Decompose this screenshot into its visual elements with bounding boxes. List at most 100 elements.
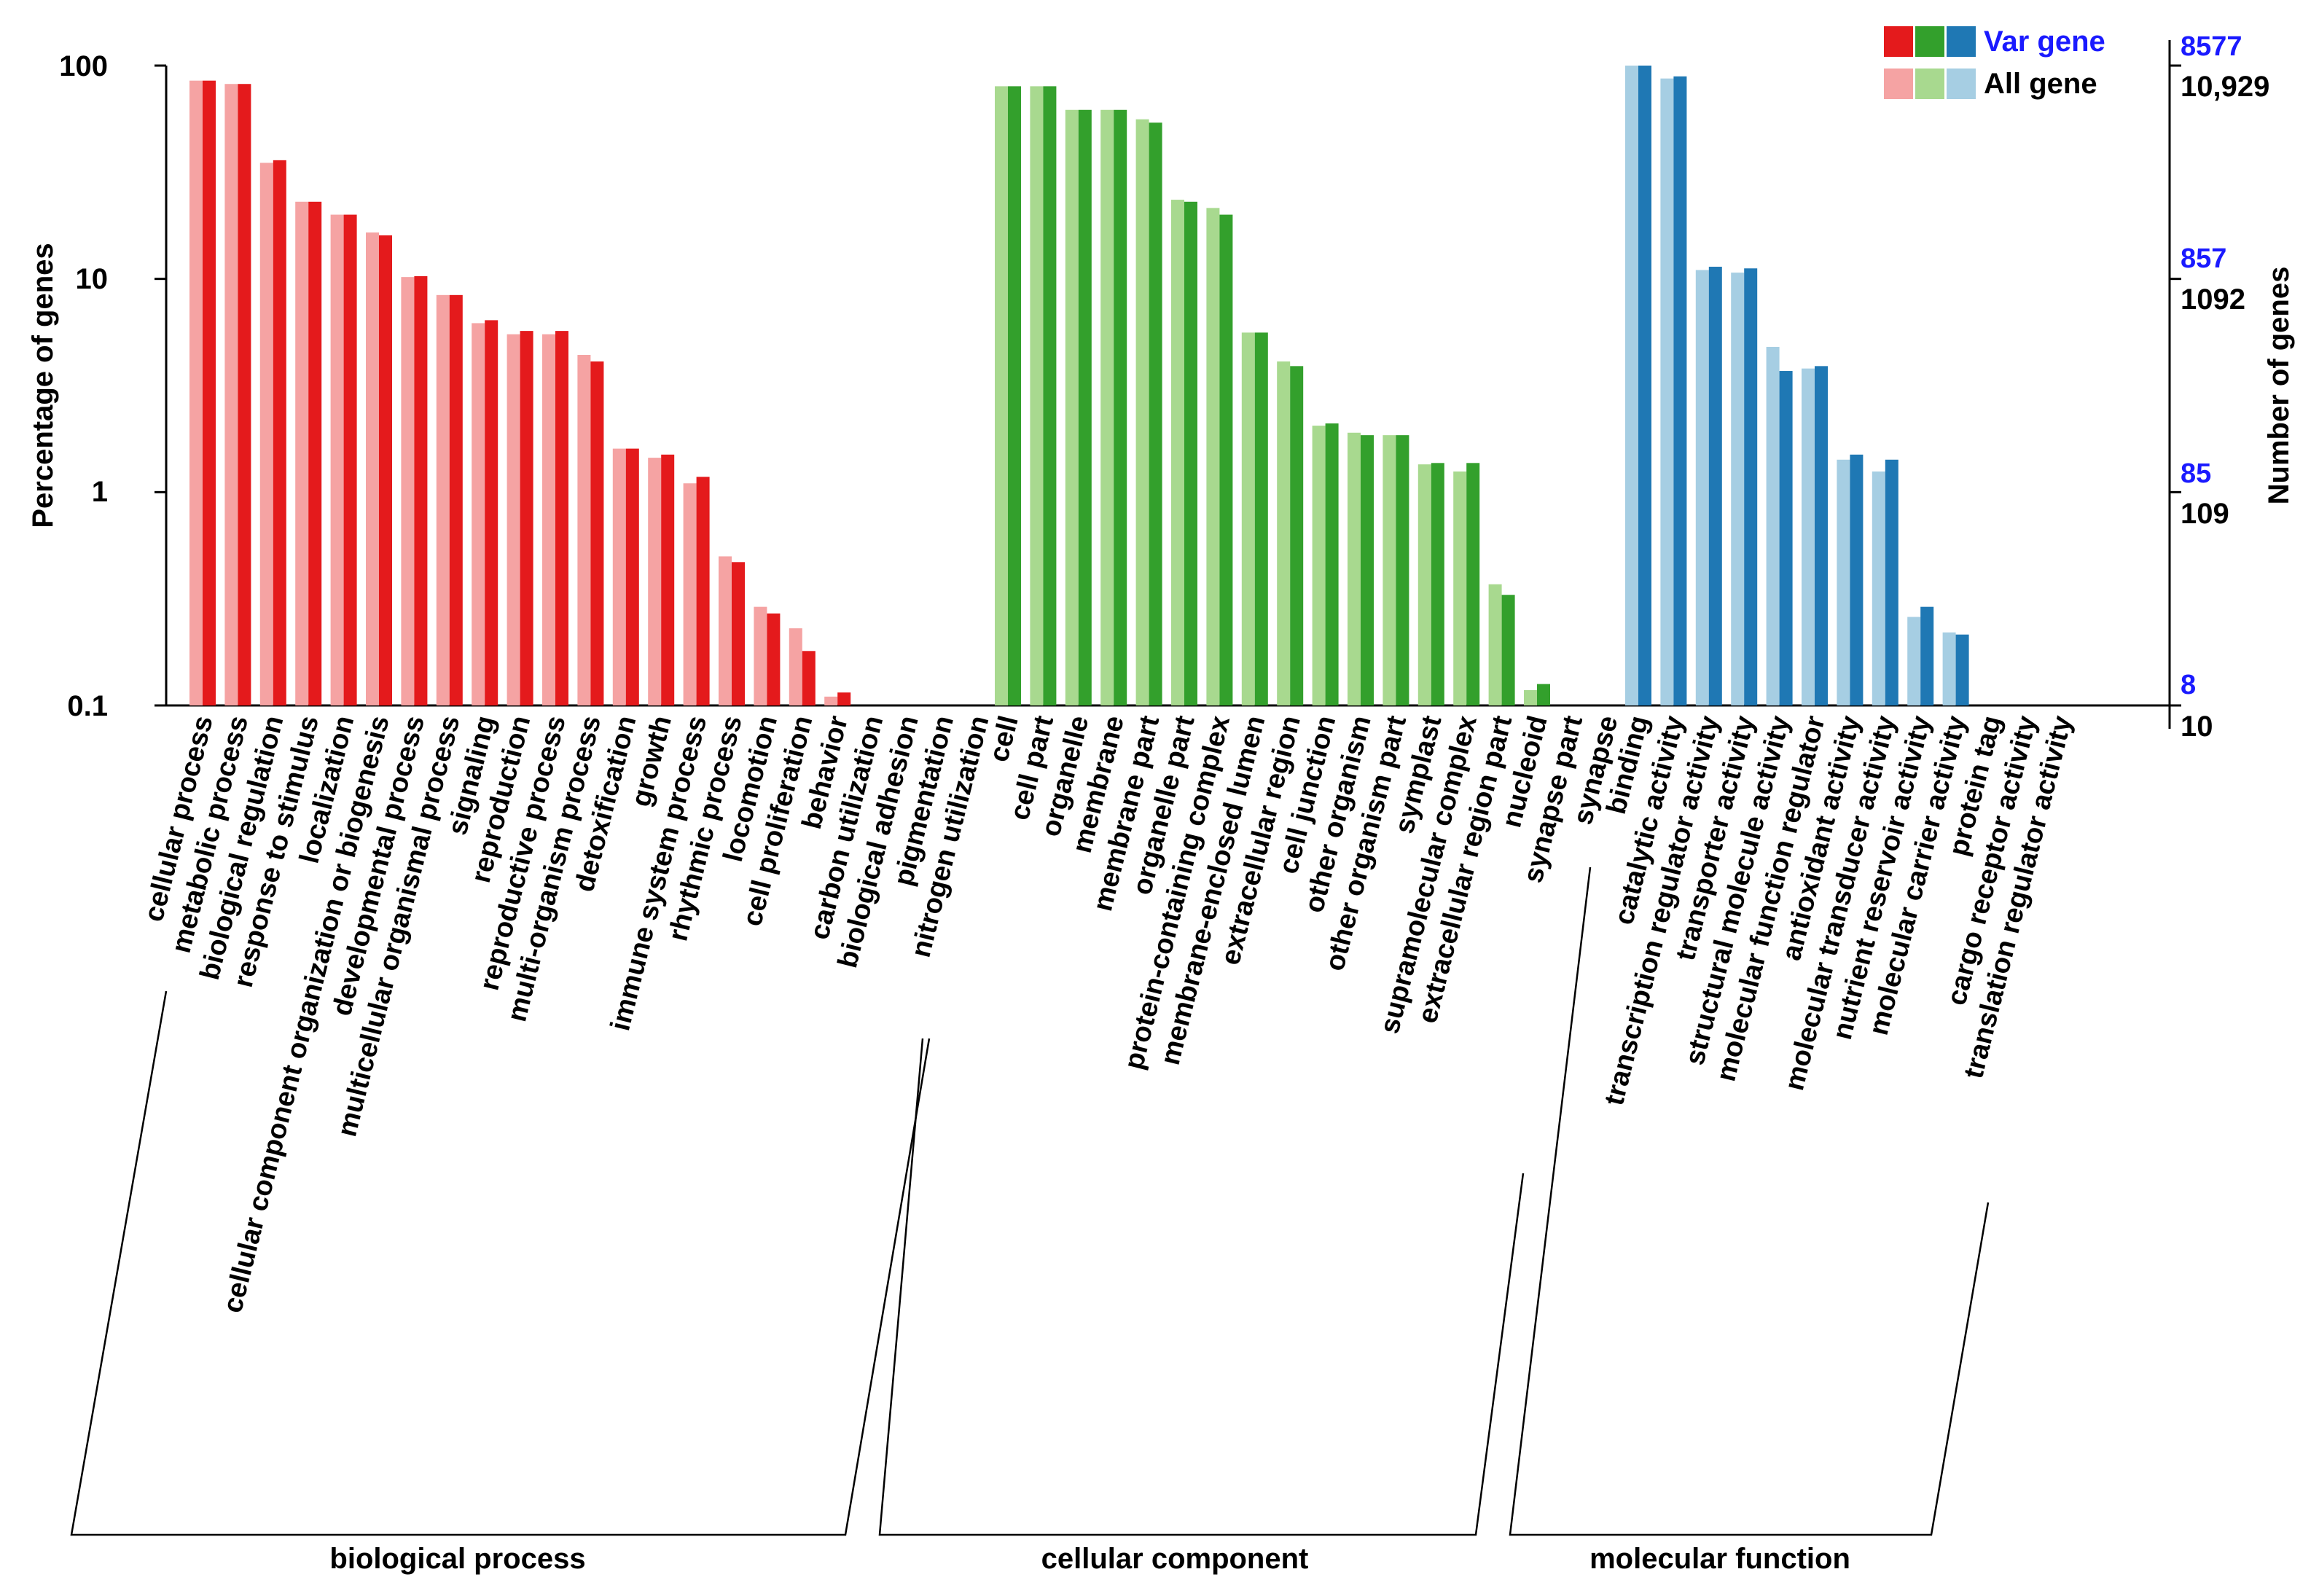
bar-var-gene	[1850, 454, 1864, 705]
bar-all-gene	[719, 556, 732, 705]
bar-var-gene	[273, 160, 286, 705]
bar-var-gene	[837, 692, 851, 705]
y2-tick-label-all: 109	[2181, 498, 2229, 530]
bar-var-gene	[1638, 66, 1651, 705]
bar-all-gene	[1171, 200, 1184, 705]
bar-var-gene	[1466, 463, 1480, 705]
bar-var-gene	[625, 448, 639, 705]
bar-var-gene	[1779, 371, 1793, 705]
y2-tick-label-all: 10,929	[2181, 71, 2269, 103]
legend-swatch-bp-var	[1884, 26, 1913, 57]
bar-var-gene	[1043, 86, 1057, 706]
bar-all-gene	[189, 80, 203, 705]
bar-all-gene	[995, 86, 1008, 706]
y-tick-label: 0.1	[67, 690, 108, 722]
bar-var-gene	[661, 454, 675, 705]
bar-var-gene	[1254, 332, 1268, 705]
bar-var-gene	[696, 477, 710, 705]
legend-swatch-mf-var	[1947, 26, 1976, 57]
bar-var-gene	[1290, 366, 1304, 705]
bar-all-gene	[1453, 471, 1467, 705]
bar-all-gene	[1731, 273, 1745, 705]
bar-var-gene	[1708, 267, 1722, 705]
bar-all-gene	[1417, 464, 1431, 705]
bar-var-gene	[1184, 201, 1197, 705]
bar-var-gene	[1920, 606, 1934, 705]
legend-swatch-bp-all	[1884, 69, 1913, 99]
bar-all-gene	[295, 201, 309, 705]
bar-var-gene	[1673, 76, 1687, 705]
bar-all-gene	[436, 294, 450, 705]
bar-all-gene	[1625, 66, 1638, 705]
y-tick-label: 10	[76, 263, 109, 295]
legend-label-all: All gene	[1984, 68, 2097, 100]
bar-all-gene	[1802, 368, 1815, 705]
bar-var-gene	[1396, 435, 1409, 705]
bar-all-gene	[612, 448, 626, 705]
bar-all-gene	[577, 355, 591, 705]
bar-all-gene	[1907, 617, 1921, 705]
bar-var-gene	[732, 562, 745, 705]
bar-all-gene	[330, 214, 344, 706]
bar-var-gene	[1008, 86, 1021, 706]
bar-all-gene	[1766, 346, 1780, 705]
y-axis-label: Percentage of genes	[27, 243, 59, 528]
bar-all-gene	[1206, 208, 1220, 705]
legend-swatch-mf-all	[1947, 69, 1976, 99]
bar-var-gene	[1815, 366, 1828, 705]
bar-all-gene	[224, 84, 238, 705]
y2-tick-label-var: 857	[2181, 243, 2226, 274]
y2-tick-label-all: 10	[2181, 711, 2213, 743]
bar-all-gene	[1524, 689, 1537, 705]
bar-all-gene	[1065, 109, 1079, 706]
y-tick-label: 100	[59, 50, 108, 82]
group-bracket	[70, 990, 931, 1536]
bar-var-gene	[379, 235, 392, 705]
bar-var-gene	[1219, 214, 1233, 706]
bar-var-gene	[802, 651, 816, 705]
bar-all-gene	[1942, 632, 1956, 705]
y2-tick-label-var: 85	[2181, 458, 2211, 489]
legend-swatch-cc-all	[1915, 69, 1944, 99]
bar-var-gene	[1955, 634, 1969, 705]
bars-layer	[155, 64, 2181, 707]
y2-tick-label-all: 1092	[2181, 283, 2245, 316]
bar-all-gene	[1872, 471, 1885, 705]
y2-axis-label: Number of genes	[2263, 267, 2295, 505]
bar-var-gene	[1744, 268, 1758, 705]
bar-var-gene	[343, 214, 357, 706]
bar-all-gene	[542, 334, 555, 705]
bar-all-gene	[1488, 584, 1502, 705]
bar-var-gene	[767, 613, 781, 705]
bar-var-gene	[203, 80, 216, 705]
bar-all-gene	[1277, 361, 1291, 705]
bar-var-gene	[1537, 684, 1550, 705]
bar-all-gene	[824, 696, 838, 705]
bar-all-gene	[648, 458, 662, 705]
bar-all-gene	[1030, 86, 1044, 706]
group-bracket	[1509, 867, 1990, 1536]
bar-all-gene	[1100, 109, 1114, 706]
bar-var-gene	[1885, 459, 1898, 705]
bar-all-gene	[401, 277, 415, 706]
bar-all-gene	[1837, 459, 1850, 705]
bar-var-gene	[238, 84, 251, 705]
bar-all-gene	[1383, 435, 1396, 705]
y2-tick-label-var: 8577	[2181, 31, 2242, 62]
bar-var-gene	[1501, 595, 1515, 705]
bar-var-gene	[308, 201, 322, 705]
bar-var-gene	[1361, 435, 1374, 705]
group-label: cellular component	[1041, 1543, 1309, 1575]
bar-var-gene	[555, 331, 568, 705]
bar-var-gene	[485, 320, 498, 705]
bar-var-gene	[414, 275, 428, 705]
bar-all-gene	[1312, 426, 1326, 705]
y2-tick-label-var: 8	[2181, 670, 2196, 700]
bar-all-gene	[1241, 332, 1255, 705]
y-tick-label: 1	[92, 476, 108, 508]
bar-all-gene	[472, 323, 485, 705]
bar-all-gene	[683, 483, 697, 705]
bar-var-gene	[1149, 122, 1162, 705]
